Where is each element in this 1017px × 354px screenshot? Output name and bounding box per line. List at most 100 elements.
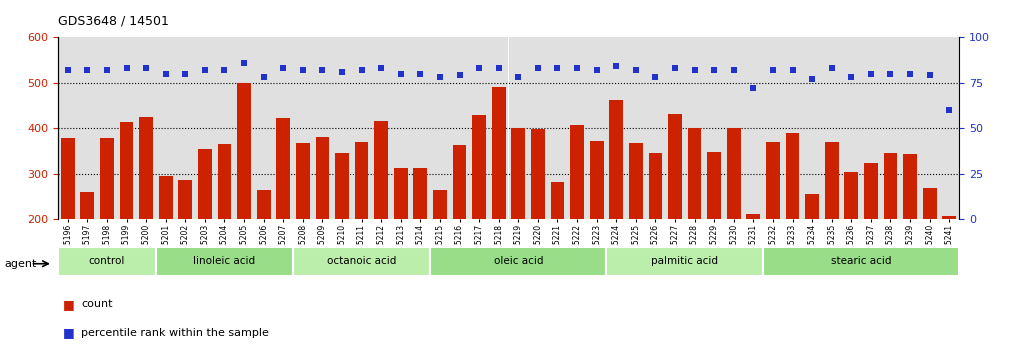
Bar <box>903 154 917 219</box>
Bar <box>277 118 290 219</box>
Point <box>412 71 428 76</box>
Bar <box>825 142 839 219</box>
Point <box>177 71 193 76</box>
Bar <box>136 37 156 219</box>
Bar <box>531 129 545 219</box>
Point <box>158 71 174 76</box>
Point <box>627 67 644 73</box>
Bar <box>724 37 743 219</box>
Bar <box>120 122 133 219</box>
Point <box>490 65 506 71</box>
Point <box>784 67 800 73</box>
Bar <box>606 37 626 219</box>
Bar <box>590 141 603 219</box>
Bar <box>919 37 940 219</box>
Bar <box>61 138 74 219</box>
Text: ■: ■ <box>63 298 75 311</box>
Bar <box>159 176 173 219</box>
Bar <box>707 152 721 219</box>
Bar <box>469 37 489 219</box>
Bar <box>156 247 293 275</box>
Bar <box>727 128 740 219</box>
Bar <box>567 37 587 219</box>
Point <box>255 74 272 80</box>
Point <box>471 65 487 71</box>
Bar <box>274 37 293 219</box>
Bar <box>629 143 643 219</box>
Bar <box>766 142 780 219</box>
Bar <box>198 149 212 219</box>
Bar <box>293 247 430 275</box>
Bar <box>528 37 548 219</box>
Bar <box>746 213 761 219</box>
Point <box>765 67 781 73</box>
Point <box>393 71 409 76</box>
Point <box>804 76 821 82</box>
Point <box>589 67 605 73</box>
Bar <box>489 37 508 219</box>
Point <box>79 67 96 73</box>
Text: agent: agent <box>4 259 37 269</box>
Point <box>608 63 624 69</box>
Bar <box>394 168 408 219</box>
Text: count: count <box>81 299 113 309</box>
Point <box>275 65 291 71</box>
Point <box>432 74 448 80</box>
Bar <box>450 37 469 219</box>
Point <box>314 67 331 73</box>
Point <box>217 67 233 73</box>
Bar <box>156 37 176 219</box>
Point <box>921 73 938 78</box>
Bar <box>861 37 881 219</box>
Bar <box>550 182 564 219</box>
Point <box>196 67 213 73</box>
Text: ■: ■ <box>63 326 75 339</box>
Bar <box>411 37 430 219</box>
Point <box>373 65 390 71</box>
Bar <box>743 37 763 219</box>
Bar <box>687 128 702 219</box>
Text: linoleic acid: linoleic acid <box>193 256 255 266</box>
Bar <box>649 153 662 219</box>
Bar <box>58 247 156 275</box>
Point <box>549 65 565 71</box>
Bar <box>100 138 114 219</box>
Bar <box>195 37 215 219</box>
Text: oleic acid: oleic acid <box>493 256 543 266</box>
Point <box>902 71 918 76</box>
Point <box>667 65 683 71</box>
Bar <box>922 188 937 219</box>
Bar <box>333 37 352 219</box>
Bar <box>646 37 665 219</box>
Text: octanoic acid: octanoic acid <box>326 256 397 266</box>
Point <box>99 67 115 73</box>
Bar <box>684 37 705 219</box>
Text: stearic acid: stearic acid <box>831 256 891 266</box>
Bar <box>900 37 919 219</box>
Bar <box>77 37 98 219</box>
Bar <box>98 37 117 219</box>
Point <box>941 107 957 113</box>
Bar <box>374 121 388 219</box>
Bar <box>940 37 959 219</box>
Bar <box>355 142 368 219</box>
Point <box>862 71 879 76</box>
Bar <box>943 216 956 219</box>
Bar <box>234 37 254 219</box>
Point <box>824 65 840 71</box>
Point <box>452 73 468 78</box>
Bar <box>606 247 763 275</box>
Bar <box>433 190 446 219</box>
Point <box>569 65 585 71</box>
Point <box>354 67 370 73</box>
Point <box>118 65 134 71</box>
Bar <box>237 83 251 219</box>
Bar <box>312 37 333 219</box>
Bar <box>668 114 681 219</box>
Bar <box>453 145 467 219</box>
Bar <box>626 37 646 219</box>
Bar <box>508 37 528 219</box>
Point <box>883 71 899 76</box>
Point <box>236 60 252 65</box>
Point <box>138 65 155 71</box>
